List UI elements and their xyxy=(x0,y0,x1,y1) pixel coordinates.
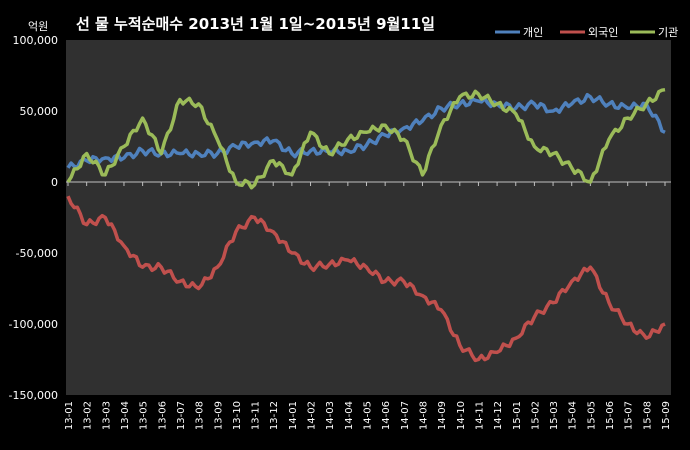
y-unit-label: 억원 xyxy=(28,20,48,33)
series-line-foreigner xyxy=(66,195,666,363)
x-tick-label: 14-10 xyxy=(456,401,467,430)
series-layer xyxy=(66,87,666,363)
x-tick-label: 13-02 xyxy=(83,401,94,430)
legend-label-foreigner: 외국인 xyxy=(588,26,618,39)
x-tick-label: 14-12 xyxy=(493,401,504,430)
plot-area xyxy=(66,40,671,395)
chart-title: 선 물 누적순매수 2013년 1월 1일~2015년 9월11일 xyxy=(76,15,435,33)
x-tick-label: 13-08 xyxy=(195,401,206,430)
x-tick-label: 15-09 xyxy=(661,401,672,430)
x-tick-label: 14-09 xyxy=(437,401,448,430)
x-tick-label: 13-10 xyxy=(232,401,243,430)
series-line-individual xyxy=(66,92,666,170)
x-tick-label: 13-11 xyxy=(251,401,262,430)
x-tick-label: 15-01 xyxy=(512,401,523,430)
x-tick-label: 13-04 xyxy=(120,401,131,430)
y-tick-label: -150,000 xyxy=(9,389,58,402)
x-tick-label: 14-03 xyxy=(325,401,336,430)
y-axis: 100,000 50,000 0 -50,000 -100,000 -150,000 xyxy=(9,34,58,402)
x-tick-label: 13-09 xyxy=(213,401,224,430)
x-tick-label: 13-01 xyxy=(64,401,75,430)
x-tick-label: 14-07 xyxy=(400,401,411,430)
x-tick-label: 15-08 xyxy=(642,401,653,430)
x-tick-label: 14-01 xyxy=(288,401,299,430)
legend: 개인 외국인 기관 xyxy=(495,26,678,39)
x-tick-label: 14-04 xyxy=(344,401,355,430)
y-tick-label: 0 xyxy=(51,176,58,189)
x-tick-label: 13-06 xyxy=(157,401,168,430)
legend-label-institution: 기관 xyxy=(658,26,678,39)
y-tick-label: -50,000 xyxy=(16,247,58,260)
x-tick-label: 14-02 xyxy=(307,401,318,430)
y-tick-label: 50,000 xyxy=(20,105,59,118)
x-tick-label: 14-06 xyxy=(381,401,392,430)
x-tick-label: 14-08 xyxy=(418,401,429,430)
x-tick-label: 15-07 xyxy=(624,401,635,430)
x-tick-label: 15-04 xyxy=(568,401,579,430)
x-tick-label: 14-11 xyxy=(474,401,485,430)
x-tick-label: 13-12 xyxy=(269,401,280,430)
series-line-institution xyxy=(66,87,666,190)
x-tick-label: 13-07 xyxy=(176,401,187,430)
legend-label-individual: 개인 xyxy=(523,26,543,39)
y-tick-label: 100,000 xyxy=(13,34,59,47)
x-tick-label: 15-06 xyxy=(605,401,616,430)
x-tick-label: 14-05 xyxy=(363,401,374,430)
x-tick-label: 13-03 xyxy=(101,401,112,430)
x-tick-label: 15-02 xyxy=(530,401,541,430)
x-tick-label: 15-03 xyxy=(549,401,560,430)
x-tick-label: 15-05 xyxy=(586,401,597,430)
y-tick-label: -100,000 xyxy=(9,318,58,331)
x-tick-label: 13-05 xyxy=(139,401,150,430)
x-axis: 13-01 13-02 13-03 13-04 13-05 13-06 13-07 13-08… xyxy=(64,181,672,430)
